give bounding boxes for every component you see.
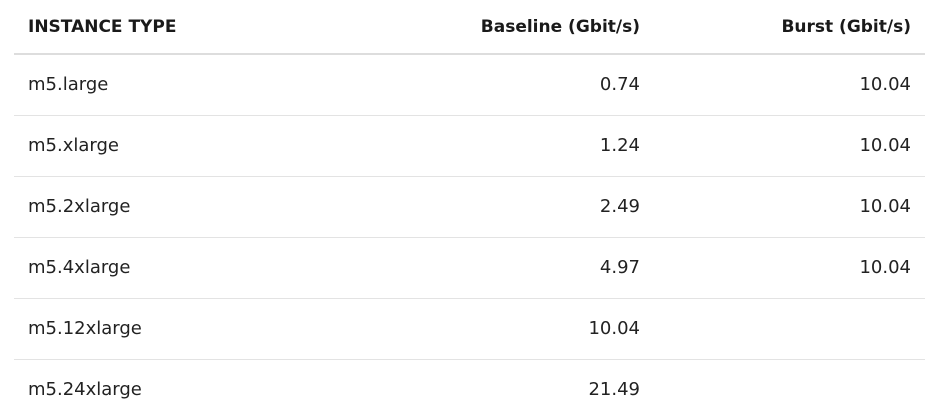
cell-instance-type: m5.large [14,54,354,116]
table-header: INSTANCE TYPE Baseline (Gbit/s) Burst (G… [14,0,925,55]
cell-instance-type: m5.12xlarge [14,298,354,360]
cell-burst: 10.04 [654,176,925,238]
cell-instance-type: m5.24xlarge [28,379,142,401]
cell-baseline: 4.97 [354,237,654,299]
cell-instance-type: m5.4xlarge [14,237,354,299]
header-row: INSTANCE TYPE Baseline (Gbit/s) Burst (G… [14,0,925,55]
header-instance-type: INSTANCE TYPE [14,0,354,55]
cell-baseline: 1.24 [354,115,654,177]
cell-baseline: 21.49 [588,379,640,401]
cell-burst: 10.04 [654,115,925,177]
network-performance-table: INSTANCE TYPE Baseline (Gbit/s) Burst (G… [14,0,925,420]
cell-burst: 10.04 [654,54,925,116]
table-body: m5.large 0.74 10.04 m5.xlarge 1.24 10.04… [14,54,925,420]
cell-baseline: 2.49 [354,176,654,238]
header-baseline: Baseline (Gbit/s) [354,0,654,55]
table-row: m5.4xlarge 4.97 10.04 [14,237,925,299]
header-burst: Burst (Gbit/s) [654,0,925,55]
table-row: m5.large 0.74 10.04 [14,54,925,116]
table-row: m5.24xlarge 21.49 [14,359,925,420]
table-row: m5.2xlarge 2.49 10.04 [14,176,925,238]
cell-baseline: 10.04 [354,298,654,360]
cell-burst [654,359,925,420]
network-performance-table-container: INSTANCE TYPE Baseline (Gbit/s) Burst (G… [14,0,925,420]
table-row: m5.xlarge 1.24 10.04 [14,115,925,177]
cell-burst [654,298,925,360]
cell-instance-type: m5.xlarge [14,115,354,177]
cell-instance-type: m5.2xlarge [14,176,354,238]
cell-burst: 10.04 [654,237,925,299]
table-row: m5.12xlarge 10.04 [14,298,925,360]
cell-baseline: 0.74 [354,54,654,116]
